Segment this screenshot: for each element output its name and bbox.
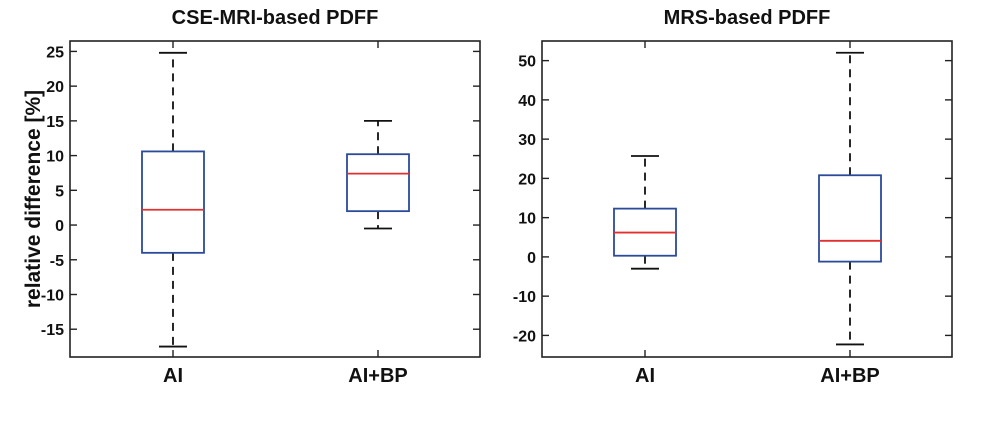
axes-frame [541, 40, 953, 358]
y-tick-label: -20 [513, 328, 536, 345]
box-iqr [346, 153, 410, 213]
y-tick-label: 50 [518, 54, 536, 71]
chart-panel-mrs: MRS-based PDFF -20 -10 0 10 20 30 40 50 AI AI+BP [513, 7, 953, 387]
y-tick-label: 0 [527, 250, 536, 267]
y-tick-label: -10 [513, 289, 536, 306]
box-iqr [141, 150, 205, 254]
x-category-label: AI+BP [348, 365, 407, 387]
y-tick-label: -5 [50, 253, 64, 270]
y-tick-label: -10 [41, 287, 64, 304]
y-tick-label: 10 [46, 149, 64, 166]
chart-title: CSE-MRI-based PDFF [172, 7, 379, 29]
y-tick-label: 25 [46, 44, 64, 61]
chart-title: MRS-based PDFF [664, 7, 831, 29]
y-tick-label: 0 [55, 218, 64, 235]
y-tick-label: 10 [518, 211, 536, 228]
x-category-label: AI+BP [820, 365, 879, 387]
y-tick-label: 5 [55, 183, 64, 200]
y-tick-label: -15 [41, 322, 64, 339]
y-axis-label: relative difference [%] [22, 90, 45, 308]
y-tick-label: 15 [46, 114, 64, 131]
chart-panel-cse-mri: CSE-MRI-based PDFF relative difference [%… [22, 7, 481, 387]
y-tick-label: 20 [46, 79, 64, 96]
x-category-label: AI [163, 365, 183, 387]
x-category-label: AI [635, 365, 655, 387]
y-tick-label: 40 [518, 93, 536, 110]
axes-frame [69, 40, 481, 358]
box-iqr [818, 174, 882, 263]
y-tick-label: 30 [518, 132, 536, 149]
y-tick-label: 20 [518, 171, 536, 188]
